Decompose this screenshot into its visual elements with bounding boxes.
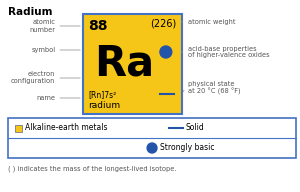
Text: name: name [36, 95, 56, 101]
Text: acid-base properties
of higher-valence oxides: acid-base properties of higher-valence o… [188, 46, 269, 59]
Text: symbol: symbol [31, 47, 56, 53]
Text: [Rn]7s²: [Rn]7s² [88, 90, 116, 99]
Bar [8, 118, 296, 158]
Text: electron
configuration: electron configuration [11, 71, 56, 84]
Text: radium: radium [88, 101, 120, 110]
Circle shape [160, 46, 172, 58]
Text: (226): (226) [150, 19, 177, 29]
Text: Alkaline-earth metals: Alkaline-earth metals [25, 123, 107, 132]
Text: Solid: Solid [186, 123, 205, 132]
Text: atomic
number: atomic number [29, 20, 56, 32]
Text: Ra: Ra [94, 42, 154, 84]
Bar [15, 124, 22, 132]
Circle shape [147, 143, 157, 153]
Text: ( ) indicates the mass of the longest-lived isotope.: ( ) indicates the mass of the longest-li… [8, 165, 176, 171]
Text: Strongly basic: Strongly basic [160, 143, 214, 152]
Text: Radium: Radium [8, 7, 52, 17]
Text: atomic weight: atomic weight [188, 19, 235, 25]
Text: physical state
at 20 °C (68 °F): physical state at 20 °C (68 °F) [188, 81, 240, 95]
Text: 88: 88 [88, 19, 107, 33]
Bar [83, 14, 182, 114]
